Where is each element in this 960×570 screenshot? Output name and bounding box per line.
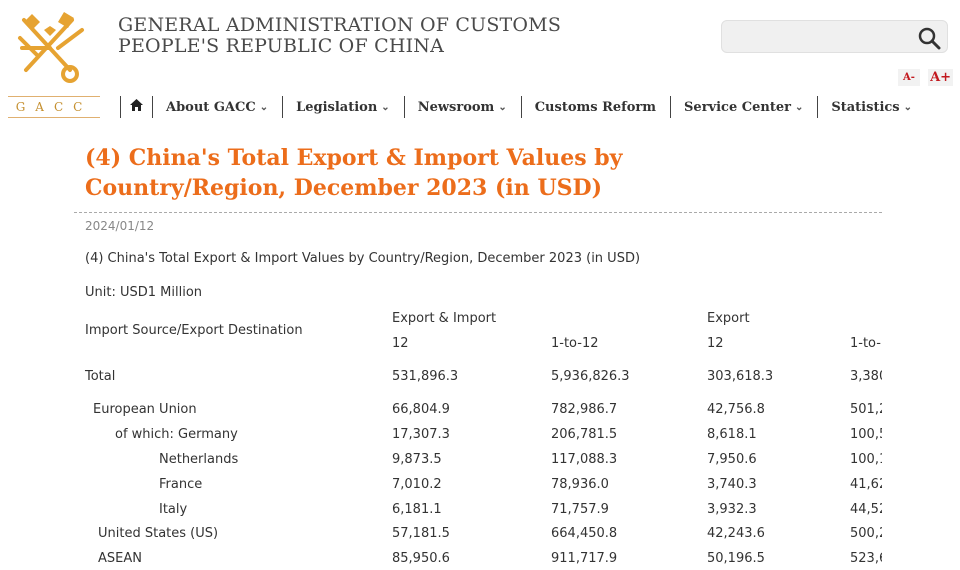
table-cell: 17,307.3	[392, 427, 450, 442]
table-cell: 44,52	[850, 502, 882, 517]
nav-legislation[interactable]: Legislation ⌄	[282, 96, 404, 118]
nav-customs-reform[interactable]: Customs Reform	[520, 96, 670, 118]
logo-text: GACC	[8, 96, 100, 118]
main-nav: About GACC ⌄ Legislation ⌄ Newsroom ⌄ Cu…	[120, 96, 926, 118]
table-cell: 501,2	[850, 402, 882, 417]
chevron-down-icon: ⌄	[259, 101, 269, 113]
org-name-line1: GENERAL ADMINISTRATION OF CUSTOMS	[118, 14, 562, 36]
table-cell: 3,932.3	[707, 502, 757, 517]
row-label: European Union	[93, 402, 197, 417]
nav-label: Service Center	[684, 99, 791, 115]
table-cell: 911,717.9	[551, 551, 618, 566]
subheader-month: 12	[392, 336, 409, 351]
table-cell: 78,936.0	[551, 477, 609, 492]
unit-label: Unit: USD1 Million	[85, 285, 203, 300]
subheader-ytd: 1-to-12	[850, 336, 882, 351]
nav-about-gacc[interactable]: About GACC ⌄	[152, 96, 282, 118]
table-caption: (4) China's Total Export & Import Values…	[85, 251, 641, 266]
nav-label: Newsroom	[417, 99, 495, 115]
table-cell: 3,740.3	[707, 477, 757, 492]
row-label: ASEAN	[98, 551, 142, 566]
table-cell: 85,950.6	[392, 551, 450, 566]
nav-label: Statistics	[831, 99, 900, 115]
table-cell: 782,986.7	[551, 402, 618, 417]
nav-label: About GACC	[166, 99, 256, 115]
nav-newsroom[interactable]: Newsroom ⌄	[403, 96, 521, 118]
table-cell: 303,618.3	[707, 369, 774, 384]
table-cell: 100,5	[850, 427, 882, 442]
nav-statistics[interactable]: Statistics ⌄	[817, 96, 926, 118]
search-icon[interactable]	[917, 26, 941, 54]
nav-label: Customs Reform	[534, 99, 657, 115]
table-cell: 664,450.8	[551, 526, 618, 541]
table-cell: 42,243.6	[707, 526, 765, 541]
row-label: United States (US)	[98, 526, 219, 541]
row-label: France	[159, 477, 203, 492]
table-cell: 66,804.9	[392, 402, 450, 417]
table-cell: 57,181.5	[392, 526, 450, 541]
chevron-down-icon: ⌄	[903, 101, 913, 113]
row-header-label: Import Source/Export Destination	[85, 323, 303, 338]
home-icon	[129, 98, 144, 116]
table-cell: 71,757.9	[551, 502, 609, 517]
table-cell: 50,196.5	[707, 551, 765, 566]
search-box	[721, 20, 948, 53]
table-cell: 531,896.3	[392, 369, 459, 384]
nav-home[interactable]	[120, 96, 152, 118]
row-label: Total	[85, 369, 116, 384]
row-label: Netherlands	[159, 452, 239, 467]
row-label: Italy	[159, 502, 188, 517]
table-cell: 7,010.2	[392, 477, 442, 492]
table-cell: 500,2	[850, 526, 882, 541]
font-size-controls: A- A+	[895, 67, 954, 86]
table-cell: 3,380	[850, 369, 882, 384]
chevron-down-icon: ⌄	[794, 101, 804, 113]
organization-name[interactable]: GENERAL ADMINISTRATION OF CUSTOMS PEOPLE…	[118, 15, 561, 57]
search-input[interactable]	[722, 21, 912, 52]
table-cell: 42,756.8	[707, 402, 765, 417]
subheader-month: 12	[707, 336, 724, 351]
table-cell: 5,936,826.3	[551, 369, 630, 384]
table-cell: 8,618.1	[707, 427, 757, 442]
page-title: (4) China's Total Export & Import Values…	[85, 145, 623, 201]
table-cell: 117,088.3	[551, 452, 618, 467]
table-cell: 7,950.6	[707, 452, 757, 467]
chevron-down-icon: ⌄	[381, 101, 390, 113]
nav-service-center[interactable]: Service Center ⌄	[670, 96, 817, 118]
table-cell: 6,181.1	[392, 502, 442, 517]
font-decrease-button[interactable]: A-	[898, 69, 920, 86]
row-label: of which: Germany	[115, 427, 238, 442]
table-cell: 41,62	[850, 477, 882, 492]
nav-label: Legislation	[296, 99, 378, 115]
table-cell: 523,6	[850, 551, 882, 566]
table-cell: 100,1	[850, 452, 882, 467]
group-header-export: Export	[707, 311, 750, 326]
publish-date: 2024/01/12	[85, 219, 155, 233]
gacc-logo-icon[interactable]	[10, 8, 102, 84]
table-cell: 206,781.5	[551, 427, 618, 442]
title-divider	[74, 212, 882, 213]
font-increase-button[interactable]: A+	[928, 69, 954, 86]
group-header-export-import: Export & Import	[392, 311, 497, 326]
subheader-ytd: 1-to-12	[551, 336, 599, 351]
org-name-line2: PEOPLE'S REPUBLIC OF CHINA	[118, 35, 445, 57]
table-cell: 9,873.5	[392, 452, 442, 467]
chevron-down-icon: ⌄	[498, 101, 507, 113]
data-table: Import Source/Export Destination Export …	[80, 305, 882, 570]
